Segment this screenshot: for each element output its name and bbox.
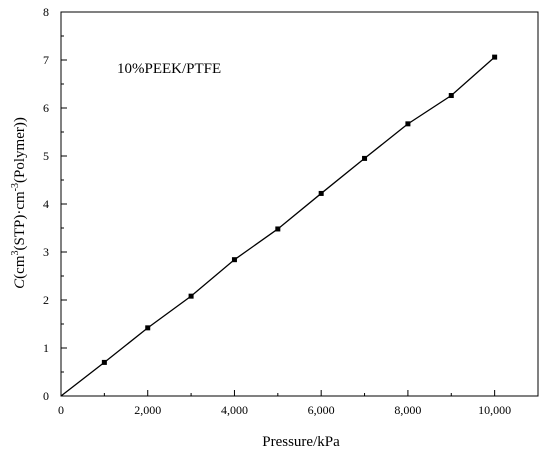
x-tick-label: 2,000 <box>134 403 161 417</box>
data-point <box>145 325 151 331</box>
x-tick-label: 10,000 <box>478 403 511 417</box>
y-tick-label: 8 <box>43 5 49 19</box>
marks-layer <box>60 54 498 397</box>
y-tick-label: 0 <box>43 389 49 403</box>
y-tick-label: 1 <box>43 341 49 355</box>
y-axis-title-part: (STP)·cm <box>12 191 28 250</box>
x-axis-title: Pressure/kPa <box>262 434 340 450</box>
x-tick-label: 8,000 <box>394 403 421 417</box>
data-point <box>405 121 411 127</box>
y-tick-label: 4 <box>43 197 49 211</box>
chart-annotation: 10%PEEK/PTFE <box>117 61 221 77</box>
x-tick-label: 0 <box>58 403 64 417</box>
data-point <box>362 155 368 161</box>
data-point <box>275 226 281 232</box>
data-point <box>318 190 324 196</box>
y-tick-label: 5 <box>43 149 49 163</box>
y-tick-label: 7 <box>43 53 49 67</box>
y-axis-title-part: (Polymer)) <box>12 117 28 183</box>
data-point <box>492 54 498 60</box>
text-layer: 10%PEEK/PTFE Pressure/kPa C(cm3(STP)·cm-… <box>10 61 340 450</box>
y-tick-label: 3 <box>43 245 49 259</box>
y-tick-label: 2 <box>43 293 49 307</box>
data-point <box>448 93 454 99</box>
x-tick-label: 4,000 <box>221 403 248 417</box>
data-point <box>231 257 237 263</box>
y-axis-title-part: C <box>12 278 28 289</box>
data-point <box>101 359 107 365</box>
y-axis-title-part: -3 <box>10 183 21 191</box>
y-axis-title-part: (cm <box>12 255 28 279</box>
data-point <box>188 293 194 299</box>
y-tick-label: 6 <box>43 101 49 115</box>
y-axis-title: C(cm3(STP)·cm-3(Polymer)) <box>10 117 28 289</box>
axes-layer: 0 2,000 4,000 6,000 8,000 10,000 0 1 2 3 4 5 6 7 8 <box>43 5 539 417</box>
x-tick-label: 6,000 <box>308 403 335 417</box>
y-axis-title-part: 3 <box>10 251 21 256</box>
